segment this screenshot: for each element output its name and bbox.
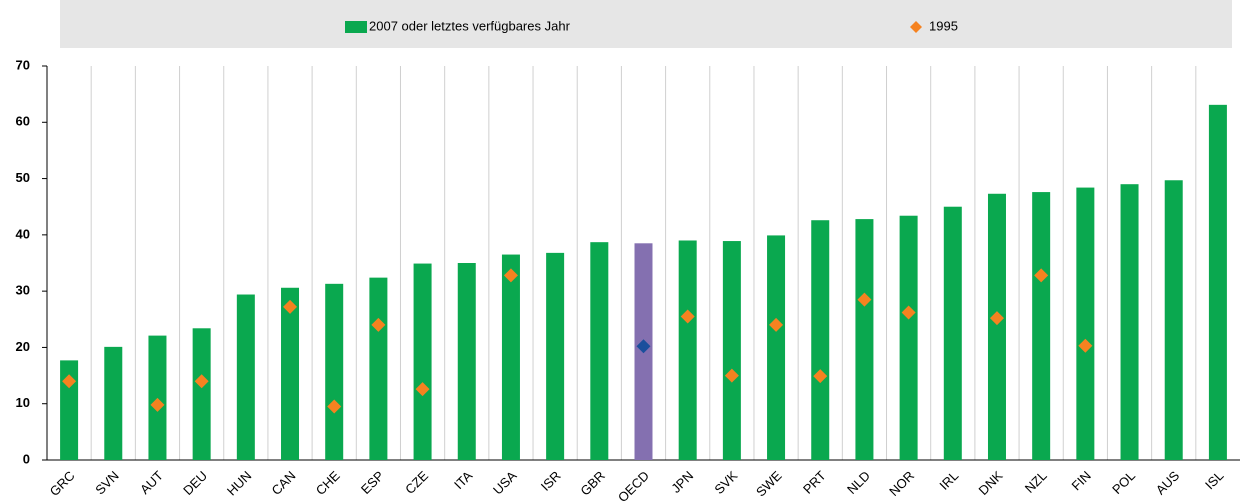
x-tick-label: USA: [490, 468, 520, 498]
bar: [325, 283, 344, 460]
bar: [722, 241, 741, 460]
x-tick-label: ISR: [538, 468, 564, 494]
x-tick-label: FIN: [1068, 468, 1093, 493]
y-tick-label: 0: [23, 451, 30, 466]
x-tick-label: GRC: [47, 468, 78, 499]
diamond-marker: [415, 382, 430, 397]
bar: [1032, 192, 1051, 460]
diamond-marker: [901, 305, 916, 320]
bar: [1164, 180, 1183, 460]
x-tick-label: CAN: [269, 468, 299, 498]
bar: [811, 220, 830, 460]
bar: [987, 193, 1006, 461]
bar: [943, 206, 962, 460]
bar: [236, 294, 255, 460]
diamond-marker: [1078, 338, 1093, 353]
diamond-marker: [680, 309, 695, 324]
x-tick-label: IRL: [936, 468, 961, 493]
x-tick-label: HUN: [224, 468, 255, 499]
x-tick-label: CZE: [402, 468, 431, 497]
bar: [590, 242, 609, 460]
y-tick-label: 30: [16, 283, 30, 298]
x-tick-label: DNK: [976, 468, 1006, 498]
x-tick-label: ISL: [1202, 468, 1226, 492]
y-tick-label: 20: [16, 339, 30, 354]
x-tick-label: NLD: [844, 468, 873, 497]
bar: [678, 240, 697, 460]
bar: [104, 346, 123, 460]
x-tick-label: SVK: [711, 468, 740, 497]
x-tick-label: CHE: [313, 468, 343, 498]
bar: [281, 287, 300, 460]
diamond-marker: [724, 368, 739, 383]
diamond-marker: [194, 374, 209, 389]
x-tick-label: OECD: [615, 468, 652, 501]
x-tick-label: JPN: [668, 468, 696, 496]
bar: [60, 360, 79, 460]
diamond-marker: [769, 317, 784, 332]
bar: [767, 235, 786, 460]
diamond-marker: [371, 317, 386, 332]
bar: [148, 335, 167, 460]
x-tick-label: POL: [1109, 468, 1138, 497]
bar: [413, 263, 432, 460]
y-tick-label: 70: [16, 57, 30, 72]
x-tick-label: GBR: [577, 468, 608, 499]
x-tick-label: ESP: [358, 468, 387, 497]
diamond-marker: [636, 339, 651, 354]
diamond-marker: [327, 399, 342, 414]
legend-box: [60, 0, 1232, 48]
bar: [1120, 184, 1139, 460]
x-tick-label: AUT: [137, 468, 166, 497]
bar: [855, 219, 874, 460]
bar: [1208, 104, 1227, 460]
legend-label: 2007 oder letztes verfügbares Jahr: [369, 18, 571, 33]
y-tick-label: 60: [16, 114, 30, 129]
y-tick-label: 50: [16, 170, 30, 185]
x-tick-label: DEU: [180, 468, 210, 498]
bar: [1076, 187, 1095, 460]
x-tick-label: AUS: [1153, 468, 1183, 498]
x-tick-label: NOR: [886, 468, 917, 499]
diamond-marker: [62, 374, 77, 389]
x-tick-label: SVN: [92, 468, 122, 498]
diamond-marker: [857, 292, 872, 307]
legend-label: 1995: [929, 18, 958, 33]
diamond-marker: [813, 369, 828, 384]
bar: [457, 263, 476, 460]
y-tick-label: 10: [16, 395, 30, 410]
x-tick-label: ITA: [451, 468, 475, 492]
bar: [899, 215, 918, 460]
diamond-marker: [1034, 268, 1049, 283]
bar: [501, 254, 520, 460]
bar: [369, 277, 388, 460]
bar: [192, 328, 211, 460]
bar: [546, 252, 565, 460]
diamond-marker: [989, 311, 1004, 326]
legend-swatch: [345, 21, 367, 33]
legend-swatch: [910, 21, 922, 33]
y-tick-label: 40: [16, 226, 30, 241]
diamond-marker: [283, 299, 298, 314]
x-tick-label: NZL: [1022, 468, 1050, 496]
diamond-marker: [150, 397, 165, 412]
diamond-marker: [503, 268, 518, 283]
x-tick-label: PRT: [800, 468, 829, 497]
x-tick-label: SWE: [753, 468, 785, 500]
